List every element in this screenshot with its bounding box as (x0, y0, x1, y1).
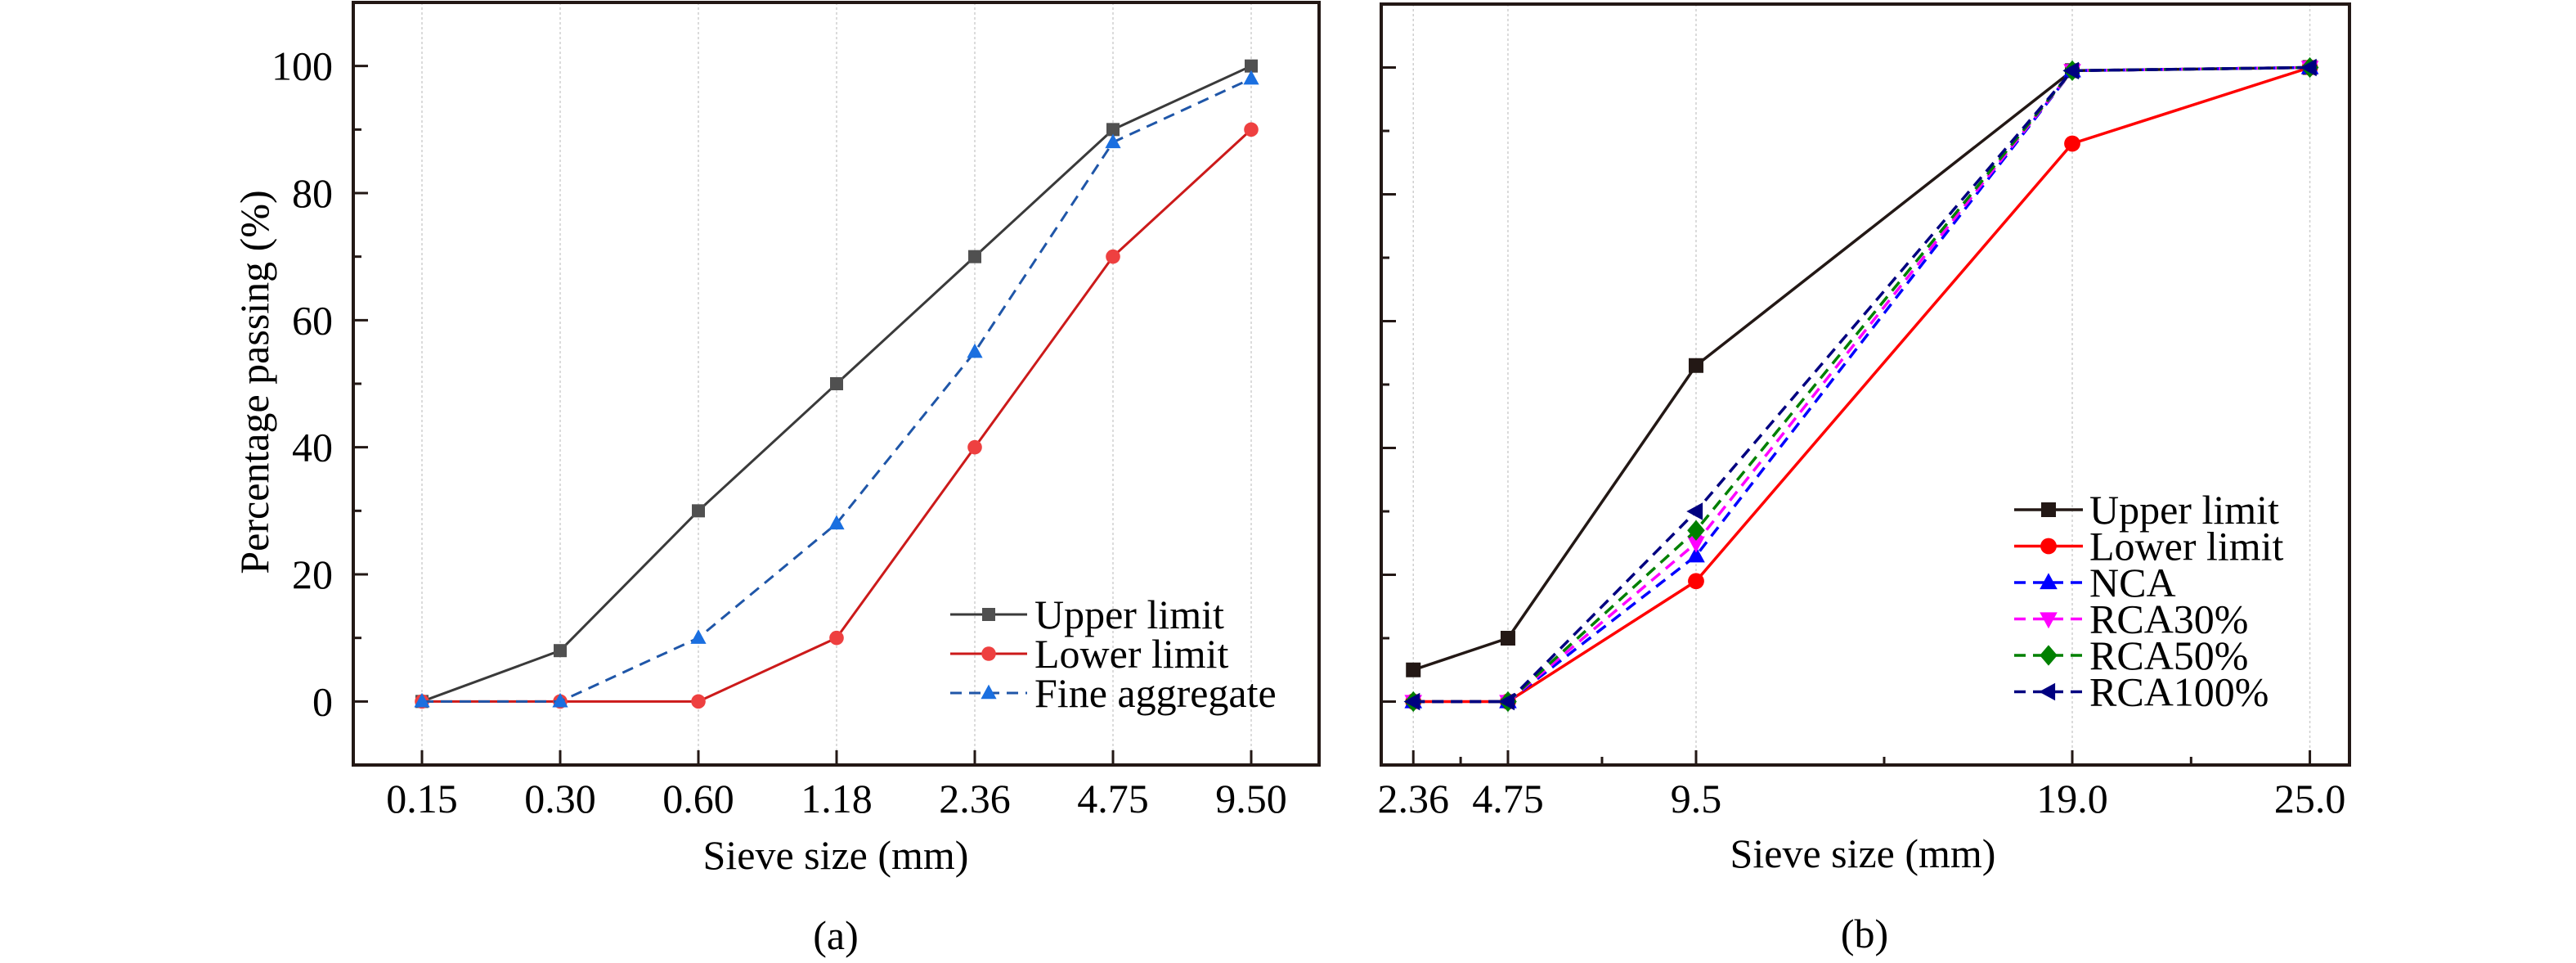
data-point (692, 504, 705, 518)
data-point (1106, 249, 1120, 264)
y-tick-label: 40 (292, 425, 333, 470)
series-rca100 (1403, 58, 2317, 711)
x-tick-labels: 2.36 4.75 9.5 19.0 25.0 (1377, 776, 2345, 821)
legend-marker-icon (2039, 682, 2056, 701)
y-tick-label: 20 (292, 551, 333, 597)
axis-ticks (353, 1, 1253, 767)
legend-label: RCA100% (2089, 669, 2269, 715)
x-tick-label: 4.75 (1472, 776, 1544, 821)
x-tick-label: 0.15 (386, 776, 458, 821)
axis-ticks (1381, 2, 2312, 767)
data-point (554, 644, 567, 658)
data-point (1105, 133, 1121, 149)
legend-label: Fine aggregate (1034, 670, 1277, 716)
data-point (967, 439, 982, 455)
x-tick-label: 25.0 (2274, 776, 2346, 821)
data-point (690, 629, 707, 644)
panel-a: 0.15 0.30 0.60 1.18 2.36 4.75 9.50 0 20 40 60 80 10… (231, 1, 1321, 958)
data-point (691, 694, 706, 709)
panel-label-b: (b) (1841, 911, 1888, 956)
legend-label: Upper limit (1034, 592, 1224, 637)
data-point (1688, 358, 1703, 373)
data-point (2064, 135, 2080, 152)
legend-label: Upper limit (2089, 487, 2279, 533)
data-point (1106, 123, 1120, 137)
data-point (2062, 61, 2080, 80)
x-tick-label: 0.60 (662, 776, 734, 821)
data-point (1244, 122, 1259, 137)
y-tick-label: 100 (272, 43, 333, 89)
data-point (1243, 70, 1259, 85)
y-tick-label: 80 (292, 170, 333, 216)
series-group (414, 59, 1259, 709)
series-upper-limit (415, 59, 1258, 709)
legend-label: RCA30% (2089, 596, 2248, 642)
legend-label: Lower limit (2089, 524, 2284, 569)
legend-marker-icon (981, 646, 996, 661)
data-point (552, 692, 568, 708)
data-point (967, 343, 983, 358)
data-point (1687, 520, 1705, 541)
data-point (1688, 573, 1704, 590)
data-point (1498, 692, 1515, 711)
legend-marker-icon (2040, 645, 2058, 666)
panel-label-a: (a) (813, 912, 859, 958)
x-tick-label: 19.0 (2036, 776, 2108, 821)
legend-item-upper-limit: Upper limit (2014, 487, 2279, 533)
panel-b: 2.36 4.75 9.5 19.0 25.0 Sieve size (mm) Uppe… (1377, 2, 2351, 956)
data-point (830, 377, 843, 390)
x-axis-title: Sieve size (mm) (703, 832, 969, 878)
data-point (1403, 692, 1420, 711)
x-tick-label: 4.75 (1077, 776, 1149, 821)
legend-marker-icon (2040, 573, 2058, 590)
y-axis-title: Percentage passing (%) (231, 190, 277, 574)
data-point (968, 250, 981, 263)
data-point (1687, 536, 1705, 553)
legend-marker-icon (2041, 502, 2056, 517)
data-point (829, 630, 844, 646)
legend-item-rca100: RCA100% (2014, 669, 2269, 715)
legend-marker-icon (2040, 538, 2057, 555)
legend-label: Lower limit (1034, 631, 1229, 677)
data-point (414, 692, 430, 708)
legend-item-fine-aggregate: Fine aggregate (950, 670, 1277, 716)
legend-item-lower-limit: Lower limit (2014, 524, 2284, 569)
x-tick-label: 9.5 (1671, 776, 1722, 821)
x-tick-label: 9.50 (1215, 776, 1287, 821)
series-group (1403, 56, 2319, 713)
y-tick-label: 0 (312, 678, 333, 724)
data-point (1687, 546, 1705, 563)
legend-item-rca30: RCA30% (2014, 596, 2248, 642)
data-point (1500, 631, 1515, 646)
legend-label: NCA (2089, 560, 2176, 605)
x-tick-label: 1.18 (801, 776, 873, 821)
data-point (828, 515, 845, 530)
series-fine-aggregate (414, 70, 1259, 708)
legend-label: RCA50% (2089, 632, 2248, 678)
legend-item-nca: NCA (2014, 560, 2176, 605)
x-tick-label: 2.36 (939, 776, 1011, 821)
x-tick-labels: 0.15 0.30 0.60 1.18 2.36 4.75 9.50 (386, 776, 1287, 821)
x-tick-label: 2.36 (1377, 776, 1449, 821)
legend-marker-icon (982, 608, 995, 621)
data-point (1245, 59, 1258, 73)
legend-item-lower-limit: Lower limit (950, 631, 1229, 677)
legend-item-upper-limit: Upper limit (950, 592, 1224, 637)
y-tick-labels: 0 20 40 60 80 100 (272, 43, 333, 725)
x-tick-label: 0.30 (524, 776, 596, 821)
x-axis-title: Sieve size (mm) (1730, 830, 1996, 876)
data-point (1686, 502, 1703, 520)
y-tick-label: 60 (292, 297, 333, 343)
legend-marker-icon (2040, 612, 2058, 629)
legend-marker-icon (981, 684, 997, 700)
data-point (1406, 662, 1421, 677)
data-point (2300, 58, 2317, 77)
legend-item-rca50: RCA50% (2014, 632, 2248, 678)
